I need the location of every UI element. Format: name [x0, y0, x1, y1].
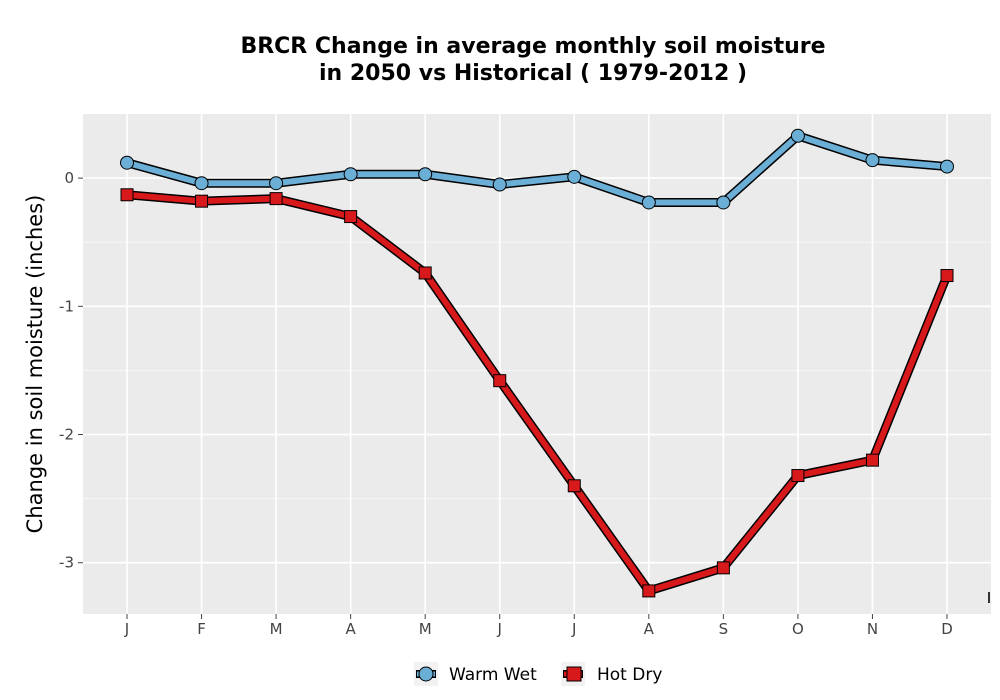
x-tick-label: D [941, 620, 953, 638]
data-point [716, 561, 730, 575]
legend-label-hot-dry: Hot Dry [597, 665, 662, 685]
x-tick-label: O [792, 620, 804, 638]
data-point [194, 176, 209, 191]
data-point [344, 210, 358, 224]
data-point [567, 169, 582, 184]
x-tick-label: S [719, 620, 729, 638]
x-tick-label: N [867, 620, 878, 638]
edge-mark [988, 592, 990, 603]
x-tick-label: J [124, 620, 129, 638]
legend-item-hot-dry: Hot Dry [561, 662, 662, 686]
x-tick-label: A [644, 620, 655, 638]
series-warm-wet [120, 128, 954, 210]
data-point [642, 584, 656, 598]
series-hot-dry [120, 188, 954, 598]
x-tick-label: J [497, 620, 502, 638]
data-point [269, 176, 284, 191]
data-point [195, 194, 209, 208]
data-point [716, 195, 731, 210]
data-point [343, 167, 358, 182]
data-point [418, 266, 432, 280]
data-point [120, 188, 134, 202]
data-point [865, 153, 880, 168]
y-axis-title: Change in soil moisture (inches) [23, 195, 47, 534]
data-point [641, 195, 656, 210]
data-point [492, 177, 507, 192]
x-tick-label: F [197, 620, 206, 638]
data-point [940, 269, 954, 283]
data-point [493, 374, 507, 388]
x-tick-label: M [270, 620, 283, 638]
plot-panel [83, 114, 991, 614]
data-point [418, 167, 433, 182]
y-axis: 0 -1 -2 -3 [59, 169, 83, 572]
data-point [940, 159, 954, 174]
x-tick-label: J [571, 620, 576, 638]
y-tick-label: -3 [59, 554, 74, 572]
chart-title-line1: BRCR Change in average monthly soil mois… [240, 34, 825, 59]
data-point [791, 469, 805, 483]
data-point [790, 128, 805, 143]
y-tick-label: 0 [64, 169, 74, 187]
chart-title-line2: in 2050 vs Historical ( 1979-2012 ) [319, 61, 747, 86]
legend-marker-hot-dry [566, 666, 582, 682]
legend: Warm Wet Hot Dry [414, 662, 662, 686]
x-tick-label: A [346, 620, 357, 638]
legend-item-warm-wet: Warm Wet [414, 662, 537, 686]
series-line [124, 191, 950, 594]
series-line [124, 132, 950, 206]
data-point [269, 192, 283, 206]
y-tick-label: -1 [59, 297, 74, 315]
data-point [865, 453, 879, 467]
legend-label-warm-wet: Warm Wet [449, 665, 537, 685]
series-layer [120, 128, 954, 598]
x-tick-label: M [419, 620, 432, 638]
legend-marker-warm-wet [418, 666, 434, 682]
y-tick-label: -2 [59, 426, 74, 444]
data-point [567, 479, 581, 493]
grid-minor [83, 241, 991, 500]
data-point [120, 155, 134, 170]
